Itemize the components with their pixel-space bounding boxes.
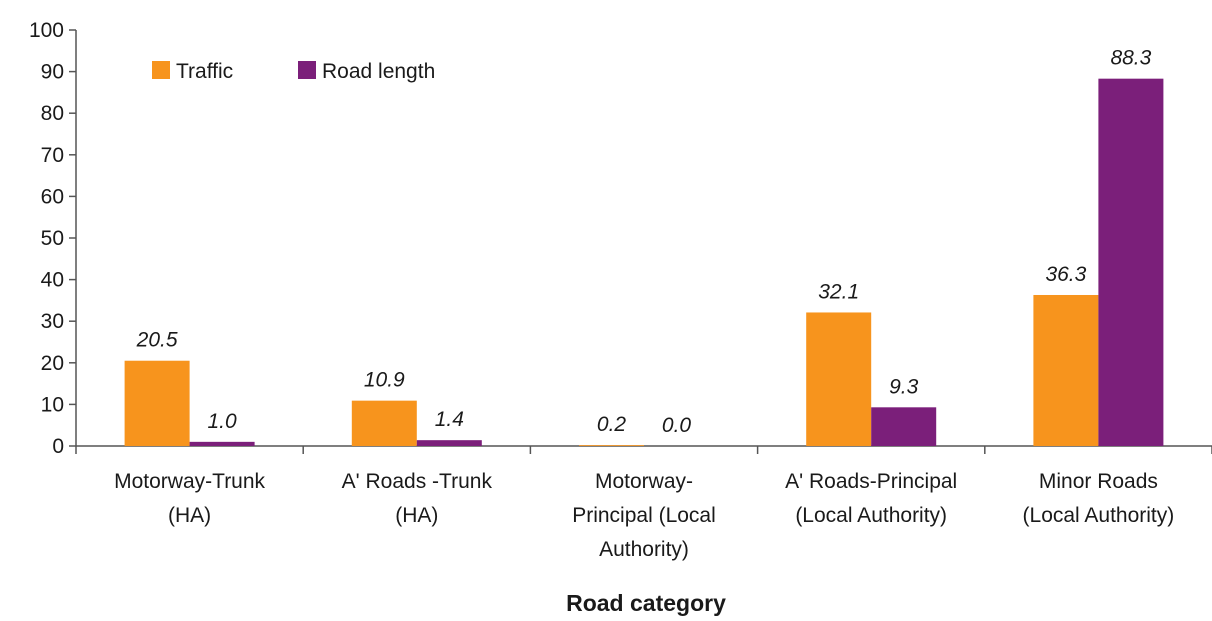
data-label: 88.3 (1110, 47, 1151, 70)
data-label: 32.1 (818, 280, 859, 303)
legend-label: Traffic (176, 60, 233, 83)
bar-traffic (806, 312, 872, 446)
bar-traffic (124, 360, 190, 446)
data-label: 9.3 (889, 375, 919, 398)
x-tick-label: (HA) (395, 504, 438, 527)
axes: 0 10 20 30 40 50 60 70 80 90 100 Motorway-Trunk (HA)… (29, 19, 1212, 561)
x-tick-label: Authority) (599, 538, 689, 561)
bar-road-length (871, 407, 937, 446)
y-tick-label: 0 (52, 435, 64, 458)
legend-swatch-traffic (152, 61, 170, 79)
y-tick-label: 100 (29, 19, 64, 42)
x-tick-label: Principal (Local (572, 504, 716, 527)
data-label: 20.5 (136, 329, 178, 352)
bar-traffic (579, 445, 644, 446)
y-tick-label: 30 (41, 310, 64, 333)
data-label: 1.0 (207, 410, 237, 433)
y-tick-label: 40 (41, 269, 64, 292)
data-label: 0.0 (662, 414, 692, 437)
bar-traffic (351, 400, 417, 446)
y-tick-label: 10 (41, 393, 64, 416)
x-tick-label: Motorway- (595, 470, 693, 493)
legend-swatch-road-length (298, 61, 316, 79)
x-tick-label: Minor Roads (1039, 470, 1158, 493)
bars (124, 78, 1164, 446)
y-tick-label: 80 (41, 102, 64, 125)
x-tick-label: (Local Authority) (795, 504, 947, 527)
data-labels: 20.5 10.9 0.2 32.1 36.3 1.0 1.4 0.0 9.3 88.3 (136, 47, 1152, 437)
y-tick-label: 50 (41, 227, 64, 250)
legend-label: Road length (322, 60, 435, 83)
x-tick-label: Motorway-Trunk (114, 470, 265, 493)
y-tick-label: 90 (41, 61, 64, 84)
data-label: 36.3 (1045, 263, 1086, 286)
x-axis-title: Road category (566, 590, 726, 616)
y-tick-label: 60 (41, 185, 64, 208)
bar-road-length (189, 441, 255, 446)
y-tick-label: 70 (41, 144, 64, 167)
y-tick-label: 20 (41, 352, 64, 375)
data-label: 10.9 (364, 369, 405, 392)
x-tick-label: (HA) (168, 504, 211, 527)
data-label: 0.2 (597, 413, 627, 436)
data-label: 1.4 (435, 408, 464, 431)
legend: Traffic Road length (152, 60, 435, 83)
x-tick-label: (Local Authority) (1023, 504, 1175, 527)
bar-road-length (1098, 78, 1164, 446)
bar-traffic (1033, 294, 1099, 446)
x-tick-label: A' Roads -Trunk (342, 470, 493, 493)
bar-road-length (416, 440, 482, 446)
x-tick-label: A' Roads-Principal (785, 470, 957, 493)
